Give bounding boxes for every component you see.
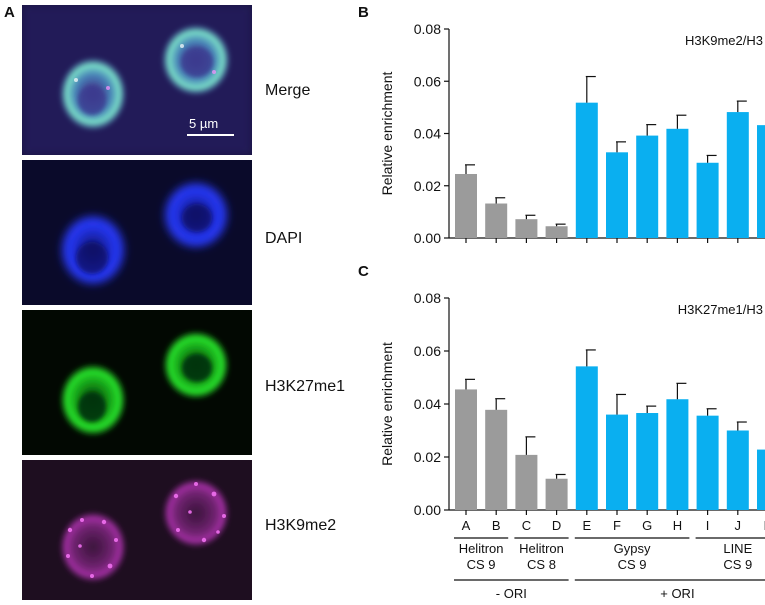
group-label-line1-1: Helitron <box>519 541 564 556</box>
chart-b-title: H3K9me2/H3 <box>685 33 763 48</box>
chart-b-y-tick-label: 0.08 <box>414 21 441 37</box>
chart-c-category-label-C: C <box>522 518 531 533</box>
chart-b-y-tick-label: 0.00 <box>414 230 441 246</box>
chart-c-y-label: Relative enrichment <box>379 342 395 466</box>
chart-b-bar-F <box>606 152 628 238</box>
chart-b-bar-K <box>757 125 765 238</box>
chart-c-category-label-H: H <box>673 518 682 533</box>
chart-c-h3k27me1: 0.00 0.02 0.04 0.06 0.08 Relative enrichment H… <box>379 290 765 533</box>
chart-c-bar-H <box>666 399 689 510</box>
chart-c-category-label-G: G <box>642 518 652 533</box>
chart-c-bar-D <box>545 478 568 510</box>
label-merge: Merge <box>265 82 310 99</box>
chart-b-bar-E <box>575 102 598 238</box>
chart-c-category-label-F: F <box>613 518 621 533</box>
group-label-line1-3: LINE <box>723 541 752 556</box>
group-label-line2-2: CS 9 <box>618 557 647 572</box>
chart-c-category-label-E: E <box>582 518 591 533</box>
chart-c-y-tick-label: 0.08 <box>414 290 441 306</box>
chart-c-bar-E <box>575 366 598 510</box>
panel-letter-b: B <box>358 4 369 21</box>
chart-b-h3k9me2: 0.00 0.02 0.04 0.06 0.08 Relative enrichment H… <box>379 21 765 246</box>
ori-label-1: + ORI <box>660 586 694 601</box>
group-label-line1-0: Helitron <box>459 541 504 556</box>
chart-c-bar-A <box>455 389 477 510</box>
group-label-line2-0: CS 9 <box>467 557 496 572</box>
chart-b-bar-G <box>636 135 659 238</box>
label-h3k27me1: H3K27me1 <box>265 378 345 395</box>
chart-b-bar-J <box>726 112 749 238</box>
chart-b-bar-H <box>666 128 689 238</box>
scale-bar-label: 5 µm <box>189 116 218 131</box>
chart-c-category-label-D: D <box>552 518 561 533</box>
ori-label-0: - ORI <box>496 586 527 601</box>
chart-c-category-label-K: K <box>764 518 765 533</box>
chart-b-bar-B <box>485 203 508 238</box>
group-label-line2-1: CS 8 <box>527 557 556 572</box>
chart-c-bar-J <box>726 430 749 510</box>
chart-b-y-tick-label: 0.04 <box>414 126 441 142</box>
chart-c-category-label-A: A <box>462 518 471 533</box>
chart-c-category-label-J: J <box>735 518 742 533</box>
chart-c-bar-B <box>485 409 508 510</box>
micrograph-h3k27me1 <box>22 310 252 455</box>
panel-letter-a: A <box>4 4 15 21</box>
micrograph-merge <box>22 5 252 155</box>
chart-c-bar-K <box>757 449 765 510</box>
chart-c-bar-G <box>636 413 659 510</box>
chart-b-y-tick-label: 0.02 <box>414 178 441 194</box>
chart-c-title: H3K27me1/H3 <box>678 302 763 317</box>
chart-c-y-tick-label: 0.04 <box>414 396 441 412</box>
chart-c-y-tick-label: 0.00 <box>414 502 441 518</box>
chart-c-y-tick-label: 0.06 <box>414 343 441 359</box>
chart-b-bar-D <box>545 226 568 238</box>
label-dapi: DAPI <box>265 230 302 247</box>
chart-b-bar-C <box>515 219 538 238</box>
micrograph-h3k9me2 <box>22 460 252 600</box>
chart-b-bar-A <box>455 173 477 238</box>
chart-b-y-label: Relative enrichment <box>379 72 395 196</box>
label-h3k9me2: H3K9me2 <box>265 517 336 534</box>
micrograph-dapi <box>22 160 252 305</box>
chart-c-category-label-B: B <box>492 518 501 533</box>
chart-c-bar-C <box>515 454 538 510</box>
group-label-line1-2: Gypsy <box>614 541 651 556</box>
chart-c-bar-F <box>606 414 628 510</box>
chart-c-y-tick-label: 0.02 <box>414 449 441 465</box>
chart-b-y-tick-label: 0.06 <box>414 73 441 89</box>
chart-b-bar-I <box>696 162 719 238</box>
chart-c-bar-I <box>696 415 719 510</box>
chart-c-category-label-I: I <box>706 518 710 533</box>
panel-letter-c: C <box>358 263 369 280</box>
group-label-line2-3: CS 9 <box>723 557 752 572</box>
